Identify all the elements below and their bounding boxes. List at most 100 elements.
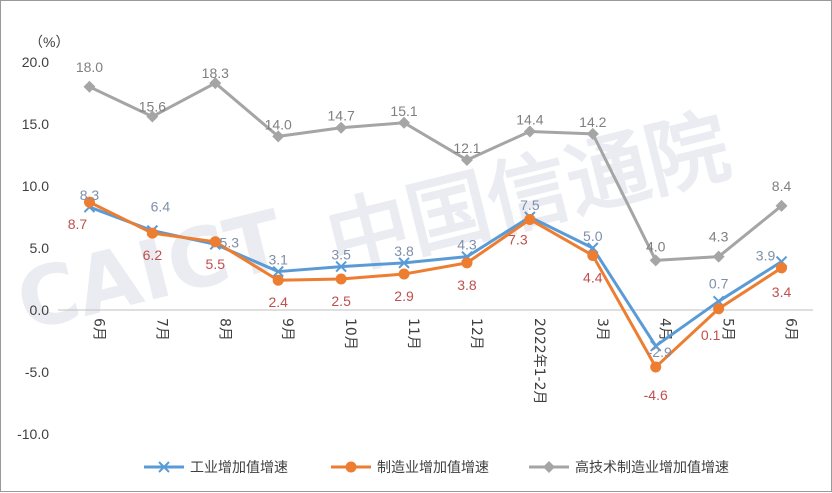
data-point (713, 303, 725, 315)
data-label: 4.3 (457, 237, 477, 253)
data-point (650, 361, 662, 373)
data-label: 2.5 (331, 293, 351, 309)
data-label: 5.5 (206, 256, 226, 272)
x-tick-label: 11月 (405, 318, 421, 350)
data-label: 14.0 (265, 116, 292, 132)
y-tick-label: -5.0 (25, 364, 49, 380)
data-label: 18.0 (76, 59, 103, 75)
data-label: 7.5 (520, 197, 540, 213)
data-point (461, 257, 473, 269)
data-point (775, 199, 788, 212)
data-label: 4.0 (646, 238, 666, 254)
data-label: 3.1 (268, 252, 288, 268)
data-point (83, 80, 96, 93)
series-line (88, 205, 783, 348)
data-label: 0.1 (701, 327, 721, 343)
watermark: CAICT 中国信通院 (8, 99, 739, 350)
y-tick-label: 10.0 (22, 178, 49, 194)
data-point (272, 265, 284, 278)
data-label: 4.3 (709, 229, 729, 245)
data-point (587, 249, 599, 261)
data-point (272, 130, 285, 143)
data-point (649, 254, 662, 267)
legend-marker (158, 461, 170, 473)
data-point (335, 273, 347, 285)
data-label: 6.4 (151, 199, 171, 215)
data-label: 7.3 (508, 231, 528, 247)
watermark-latin: CAICT (8, 193, 293, 351)
data-point (83, 196, 95, 208)
data-point (335, 121, 348, 134)
data-label: 18.3 (202, 65, 229, 81)
x-tick-label: 3月 (594, 318, 610, 341)
data-label: 8.4 (772, 178, 792, 194)
legend-item: 制造业增加值增速 (331, 460, 489, 476)
data-point (209, 77, 222, 90)
data-point (586, 127, 599, 140)
data-label: -4.6 (644, 387, 668, 403)
x-tick-label: 5月 (720, 318, 736, 341)
data-point (460, 153, 473, 166)
series-3 (83, 77, 788, 267)
data-point (272, 274, 284, 286)
data-point (398, 257, 410, 269)
data-point (398, 268, 410, 280)
x-tick-label: 6月 (90, 318, 106, 341)
y-tick-label: 5.0 (30, 240, 50, 256)
data-label: 14.4 (516, 111, 543, 127)
data-label: 15.6 (139, 99, 166, 115)
data-point (712, 250, 725, 263)
legend-item: 高技术制造业增加值增速 (529, 459, 729, 476)
data-label: 3.9 (756, 248, 776, 264)
y-tick-label: 20.0 (22, 54, 49, 70)
x-tick-label: 8月 (216, 318, 232, 341)
data-label: 3.8 (394, 243, 414, 259)
x-tick-label: 10月 (342, 318, 358, 350)
legend-marker (345, 461, 357, 473)
data-point (523, 125, 536, 138)
legend-label: 高技术制造业增加值增速 (575, 459, 729, 476)
data-point (146, 227, 158, 239)
data-label: 2.9 (394, 288, 414, 304)
y-tick-label: -10.0 (17, 426, 49, 442)
x-tick-label: 6月 (783, 318, 799, 341)
y-tick-label: 0.0 (30, 302, 50, 318)
unit-label: （%） (29, 34, 69, 50)
data-point (146, 110, 159, 123)
data-label: 14.2 (579, 114, 606, 130)
series-line (88, 200, 783, 369)
data-label: 3.8 (457, 277, 477, 293)
data-label: 8.3 (80, 187, 100, 203)
data-point (209, 236, 221, 248)
data-label: 3.5 (331, 247, 351, 263)
x-tick-label: 9月 (279, 318, 295, 341)
data-label: 6.2 (143, 247, 163, 263)
series-2 (83, 196, 788, 373)
data-label: 5.3 (220, 234, 240, 250)
data-label: -2.9 (648, 344, 672, 360)
data-label: 14.7 (328, 108, 355, 124)
data-label: 12.1 (453, 140, 480, 156)
data-label: 8.7 (68, 216, 88, 232)
x-tick-label: 12月 (468, 318, 484, 350)
data-point (524, 213, 536, 225)
data-label: 15.1 (390, 103, 417, 119)
legend-item: 工业增加值增速 (144, 460, 288, 476)
data-label: 0.7 (709, 275, 729, 291)
legend-marker (543, 461, 555, 473)
x-tick-label: 7月 (153, 318, 169, 341)
x-tick-label: 4月 (657, 318, 673, 341)
legend-label: 制造业增加值增速 (377, 460, 489, 476)
data-label: 3.4 (772, 284, 792, 300)
data-point (335, 260, 347, 273)
data-label: 4.4 (583, 269, 603, 285)
x-tick-label: 2022年1-2月 (531, 318, 547, 405)
data-label: 2.4 (268, 294, 288, 310)
data-label: 5.0 (583, 228, 603, 244)
data-point (398, 116, 411, 129)
data-point (650, 340, 662, 352)
data-point (776, 262, 788, 274)
legend-label: 工业增加值增速 (190, 460, 288, 476)
